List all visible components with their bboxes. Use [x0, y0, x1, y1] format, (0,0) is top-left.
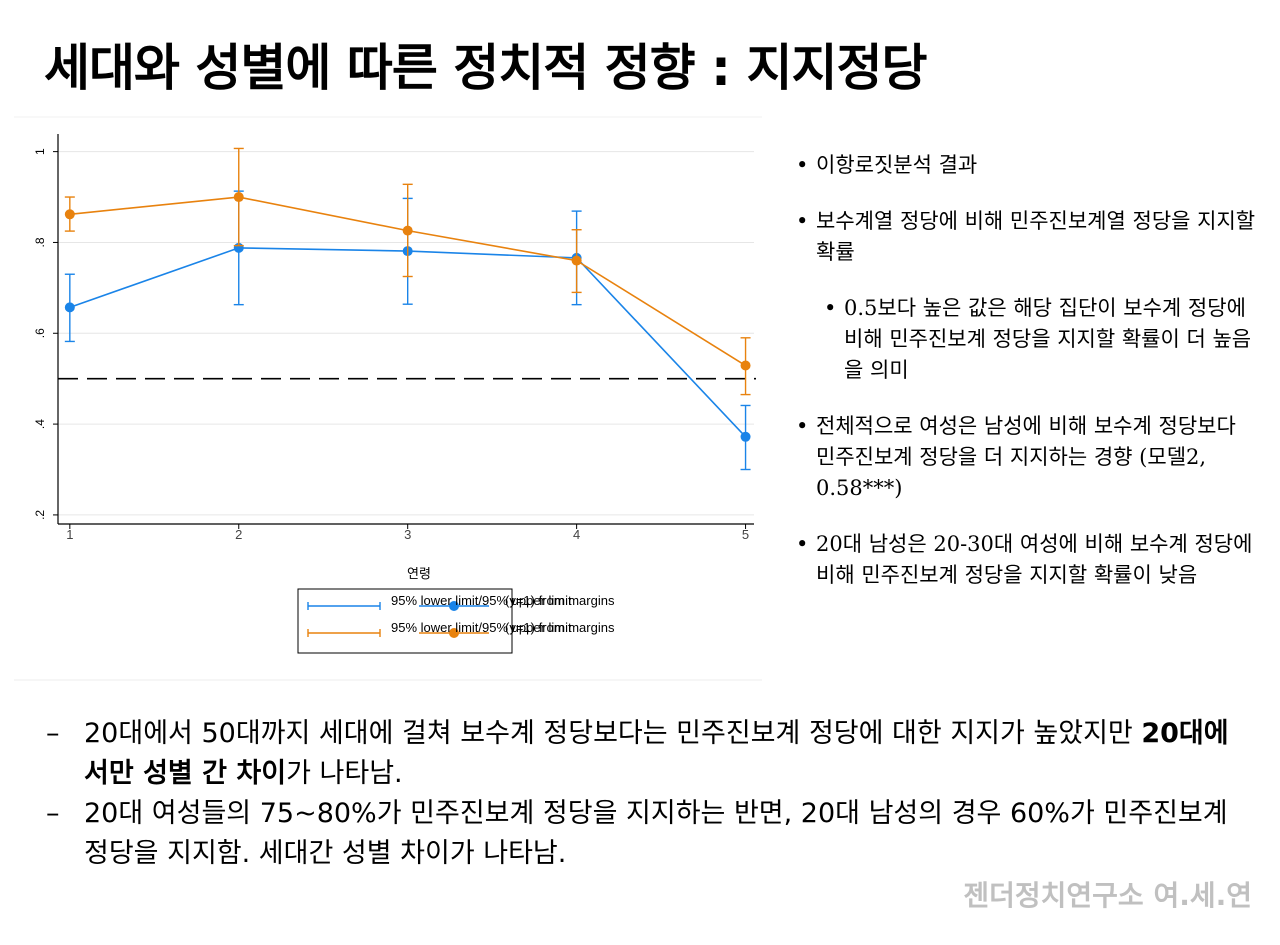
x-axis-label: 연령	[407, 566, 431, 581]
legend-box	[297, 588, 513, 654]
bullet-list: 이항로짓분석 결과 보수계열 정당에 비해 민주진보계열 정당을 지지할 확률 …	[794, 150, 1260, 616]
margins-chart: .2 .4 .6 .8 1 1 2 3 4 5 연령 95% lower limit/95% up…	[14, 116, 762, 681]
bullet-item: 이항로짓분석 결과	[794, 150, 1260, 181]
grid-layer	[58, 151, 756, 516]
summary-note: –20대 여성들의 75~80%가 민주진보계 정당을 지지하는 반면, 20대…	[46, 794, 1246, 874]
y-tick-label: .8	[33, 237, 47, 247]
series-layer	[64, 147, 751, 471]
series-2	[64, 147, 751, 396]
legend-marker	[449, 601, 459, 611]
x-tick-label: 1	[66, 527, 73, 542]
note-dash: –	[46, 718, 60, 749]
note-text: 20대에서 50대까지 세대에 걸쳐 보수계 정당보다는 민주진보계 정당에 대…	[84, 718, 1142, 749]
axis-layer: .2 .4 .6 .8 1 1 2 3 4 5	[33, 134, 754, 542]
sub-bullet-item: 0.5보다 높은 값은 해당 집단이 보수계 정당에 비해 민주진보계 정당을 …	[794, 293, 1260, 386]
data-point	[571, 255, 582, 266]
data-point	[740, 360, 751, 371]
data-point	[64, 302, 75, 313]
y-tick-label: .6	[33, 328, 47, 338]
y-tick-label: .4	[33, 419, 47, 429]
bullet-item: 보수계열 정당에 비해 민주진보계열 정당을 지지할 확률	[794, 206, 1260, 268]
data-point	[64, 209, 75, 220]
x-tick-label: 2	[235, 527, 242, 542]
slide-title: 세대와 성별에 따른 정치적 정향 : 지지정당	[44, 39, 927, 97]
data-point	[740, 431, 751, 442]
x-tick-label: 5	[742, 527, 749, 542]
legend: 95% lower limit/95% upper limit(y=1) fro…	[297, 588, 615, 654]
y-tick-label: .2	[33, 510, 47, 520]
legend-marker	[449, 628, 459, 638]
note-text: 가 나타남.	[286, 758, 403, 789]
x-tick-label: 3	[404, 527, 411, 542]
legend-marker-label: (y=1) from margins	[505, 593, 615, 608]
footer-credit: 젠더정치연구소 여.세.연	[963, 879, 1252, 912]
summary-notes: –20대에서 50대까지 세대에 걸쳐 보수계 정당보다는 민주진보계 정당에 …	[46, 714, 1246, 874]
legend-line-label: 95% lower limit/95% upper limit	[391, 593, 572, 608]
x-tick-label: 4	[573, 527, 580, 542]
bullet-item: 전체적으로 여성은 남성에 비해 보수계 정당보다 민주진보계 정당을 더 지지…	[794, 411, 1260, 504]
note-text: 20대 여성들의 75~80%가 민주진보계 정당을 지지하는 반면, 20대 …	[84, 798, 1228, 869]
data-point	[233, 192, 244, 203]
bullet-item: 20대 남성은 20-30대 여성에 비해 보수계 정당에 비해 민주진보계 정…	[794, 529, 1260, 591]
note-emphasis: 20대에서만 성별 간 차이	[84, 718, 1229, 789]
legend-line-label: 95% lower limit/95% upper limit	[391, 620, 572, 635]
legend-marker-label: (y=1) from margins	[505, 620, 615, 635]
data-point	[402, 225, 413, 236]
y-tick-label: 1	[33, 148, 47, 155]
note-dash: –	[46, 798, 60, 829]
chart-svg: .2 .4 .6 .8 1 1 2 3 4 5 연령 95% lower limit/95% up…	[14, 116, 762, 681]
summary-note: –20대에서 50대까지 세대에 걸쳐 보수계 정당보다는 민주진보계 정당에 …	[46, 714, 1246, 794]
